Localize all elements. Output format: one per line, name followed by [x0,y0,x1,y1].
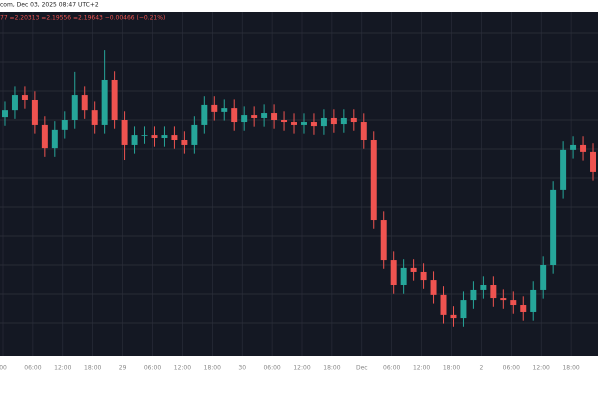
candle-body [201,104,208,125]
candle-body [510,300,517,306]
candle-body [31,99,38,125]
candle-body [41,124,48,149]
candle-body [61,120,68,130]
ohlc-legend: 77 =2.20313 =2.19556 =2.19643 −0.00466 (… [0,15,165,22]
candle-body [171,135,178,141]
candle-body [101,79,108,125]
candle-body [11,95,18,111]
x-tick-label: 06:00 [24,365,41,372]
candle-body [161,135,168,138]
x-tick-label: 00 [0,365,7,372]
candle-body [500,298,507,301]
candle-body [420,271,427,281]
candle-body [480,285,487,290]
candle-body [291,122,298,125]
x-tick-label: 06:00 [144,365,161,372]
candle-body [520,305,527,312]
x-tick-label: 30 [238,365,246,372]
candle-body [310,122,317,127]
candle-body [181,140,188,145]
candle-body [330,117,337,125]
candle-body [580,144,587,152]
candle-body [380,220,387,261]
candle-body [91,110,98,125]
candle-body [81,95,88,111]
x-tick-label: 12:00 [54,365,71,372]
x-tick-label: 12:00 [533,365,550,372]
candle-body [261,113,268,118]
candle-body [231,108,238,123]
candle-body [410,267,417,272]
candle-body [191,124,198,145]
candle-body [151,135,158,138]
x-tick-label: 18:00 [204,365,221,372]
candle-body [141,135,148,136]
x-tick-label: 18:00 [443,365,460,372]
x-tick-label: 12:00 [174,365,191,372]
candle-body [340,117,347,125]
x-tick-label: 12:00 [413,365,430,372]
chart-title: com, Dec 03, 2025 08:47 UTC+2 [0,2,99,9]
candle-body [131,135,138,145]
candle-body [400,267,407,286]
candle-body [540,265,547,290]
x-tick-label: 06:00 [263,365,280,372]
candle-body [121,120,128,145]
x-tick-label: Dec [356,365,368,372]
plot-background [0,12,598,356]
x-tick-label: 06:00 [503,365,520,372]
candle-body [570,144,577,150]
candle-body [221,108,228,112]
x-tick-label: 2 [479,365,483,372]
candle-body [360,122,367,141]
candle-body [111,79,118,120]
candle-body [241,115,248,123]
x-tick-label: 18:00 [323,365,340,372]
candle-body [460,300,467,319]
candle-body [281,120,288,123]
candle-body [1,110,8,118]
candle-body [251,115,258,118]
candle-body [470,289,477,301]
candle-body [350,117,357,123]
candle-body [300,122,307,125]
candle-body [271,113,278,120]
candle-body [21,95,28,100]
candle-body [590,151,597,172]
candle-body [530,289,537,312]
candle-body [490,285,497,299]
candle-body [71,95,78,120]
x-tick-label: 18:00 [562,365,579,372]
candle-body [430,280,437,295]
x-tick-label: 29 [119,365,127,372]
candle-body [560,149,567,190]
candle-body [440,294,447,315]
candle-body [390,260,397,286]
candle-body [550,189,557,265]
candle-body [320,117,327,127]
candle-body [450,314,457,319]
candle-body [211,104,218,112]
x-tick-label: 12:00 [293,365,310,372]
x-tick-label: 06:00 [383,365,400,372]
candle-body [370,140,377,221]
x-tick-label: 18:00 [84,365,101,372]
candle-body [51,129,58,149]
